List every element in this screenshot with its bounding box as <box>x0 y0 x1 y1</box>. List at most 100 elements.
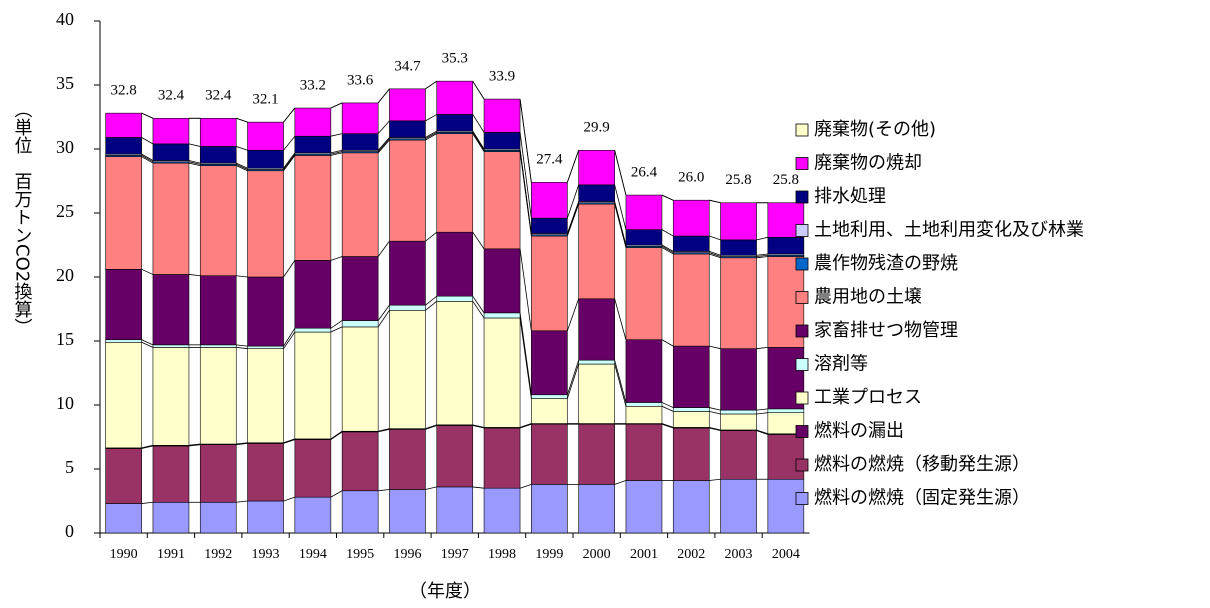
bar-segment <box>294 439 332 498</box>
connector <box>709 411 721 415</box>
bar-segment <box>767 237 805 255</box>
total-label: 32.8 <box>111 83 137 99</box>
connector <box>756 412 768 415</box>
connector <box>378 428 390 432</box>
connector <box>425 130 437 138</box>
connector <box>661 402 674 408</box>
connector <box>188 143 201 147</box>
connector <box>425 132 437 140</box>
connector <box>141 445 154 449</box>
connector <box>709 427 721 431</box>
bar-segment <box>341 490 379 534</box>
bar-segment <box>672 411 710 428</box>
bar-segment <box>105 341 142 449</box>
bar-segment <box>672 253 710 347</box>
connector <box>283 327 296 347</box>
bar-segment <box>199 501 237 534</box>
connector <box>283 260 296 278</box>
connector <box>425 80 437 90</box>
connector <box>472 231 485 250</box>
connector <box>709 478 721 481</box>
bar-segment <box>105 339 142 343</box>
legend-swatch <box>795 157 809 170</box>
connector <box>519 317 532 399</box>
connector <box>330 256 343 261</box>
connector <box>566 150 580 183</box>
bar-segment <box>436 295 474 302</box>
connector <box>709 251 721 256</box>
connector <box>756 253 768 256</box>
bar-segment <box>672 427 710 481</box>
bar-segment <box>389 489 426 534</box>
connector <box>661 229 674 237</box>
legend-label: 燃料の燃焼（固定発生源） <box>814 488 1030 509</box>
connector <box>756 408 768 411</box>
x-tick-label: 1999 <box>535 547 563 562</box>
bar-segment <box>531 398 568 424</box>
bar-segment <box>483 317 521 428</box>
bar-segment <box>247 345 284 349</box>
bar-segment <box>389 240 426 306</box>
connector <box>425 424 437 430</box>
bar-segment <box>152 347 190 446</box>
connector <box>756 347 768 350</box>
bar-segment <box>199 146 237 164</box>
connector <box>283 152 296 169</box>
bar-segment <box>199 344 237 348</box>
bar-segment <box>199 165 237 277</box>
connector <box>283 155 296 171</box>
connector <box>236 275 248 278</box>
bar-segment <box>483 248 521 314</box>
connector <box>330 490 343 498</box>
x-tick-label: 1993 <box>252 547 280 562</box>
bar-segment <box>767 434 805 480</box>
legend-swatch <box>795 492 809 505</box>
connector <box>330 326 343 333</box>
connector <box>661 405 674 412</box>
connector <box>425 133 437 141</box>
legend-swatch <box>795 224 809 237</box>
connector <box>425 425 437 430</box>
connector <box>141 501 153 504</box>
bar-segment <box>247 443 284 502</box>
connector <box>141 444 154 449</box>
bar-segment <box>105 156 142 270</box>
bar-segment <box>672 480 710 534</box>
bar-segment <box>389 120 426 138</box>
bar-segment <box>720 348 757 411</box>
connector <box>566 360 580 395</box>
connector <box>661 245 674 254</box>
bar-segment <box>720 202 757 241</box>
x-tick-label: 2001 <box>630 547 658 562</box>
connector <box>378 489 390 492</box>
bar-segment <box>389 88 426 122</box>
y-tick-label: 15 <box>56 329 74 349</box>
bar-segment <box>531 423 568 485</box>
total-label: 32.4 <box>205 88 232 104</box>
bar-segment <box>247 149 284 169</box>
connector <box>377 310 390 328</box>
connector <box>756 236 768 241</box>
x-tick-label: 2003 <box>725 547 753 562</box>
connector <box>614 201 627 246</box>
bar-segment <box>341 152 379 257</box>
bar-segment <box>483 98 521 133</box>
bar-segment <box>625 339 663 403</box>
bar-segment <box>105 112 142 138</box>
bar-segment <box>625 402 663 407</box>
connector <box>188 161 201 165</box>
bar-segment <box>152 162 190 275</box>
connector <box>472 486 485 489</box>
connector <box>141 156 154 164</box>
connector <box>519 312 532 395</box>
bar-segment <box>294 135 332 154</box>
connector <box>378 428 390 433</box>
connector <box>236 162 248 169</box>
connector <box>188 443 201 446</box>
connector <box>283 438 295 444</box>
bar-segment <box>720 409 757 415</box>
connector <box>756 254 768 257</box>
legend-swatch <box>795 358 809 371</box>
bar-segment <box>341 431 379 492</box>
legend-label: 工業プロセス <box>814 387 922 408</box>
